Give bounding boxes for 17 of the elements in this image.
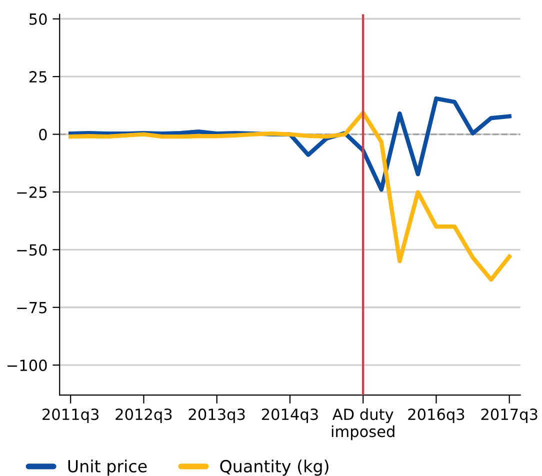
x-tick-label: 2011q3	[42, 408, 99, 424]
y-tick-label: 0	[39, 128, 47, 140]
legend-label: Quantity (kg)	[220, 460, 328, 476]
x-tick-label: 2017q3	[481, 408, 538, 424]
y-tick-label: −50	[17, 244, 47, 256]
legend-label: Unit price	[68, 460, 147, 476]
y-tick-label: −25	[17, 186, 46, 198]
x-tick-label: 2016q3	[408, 408, 464, 424]
y-tick-label: −75	[17, 302, 46, 314]
x-tick-label: AD duty imposed	[332, 408, 394, 440]
x-tick-label: 2013q3	[188, 408, 245, 424]
x-tick-label: 2014q3	[262, 408, 318, 424]
y-tick-label: −100	[7, 360, 47, 372]
line-series	[68, 110, 512, 282]
x-tick-label: 2012q3	[116, 408, 172, 424]
y-tick-label: 25	[29, 71, 46, 83]
y-tick-label: 50	[30, 13, 47, 25]
